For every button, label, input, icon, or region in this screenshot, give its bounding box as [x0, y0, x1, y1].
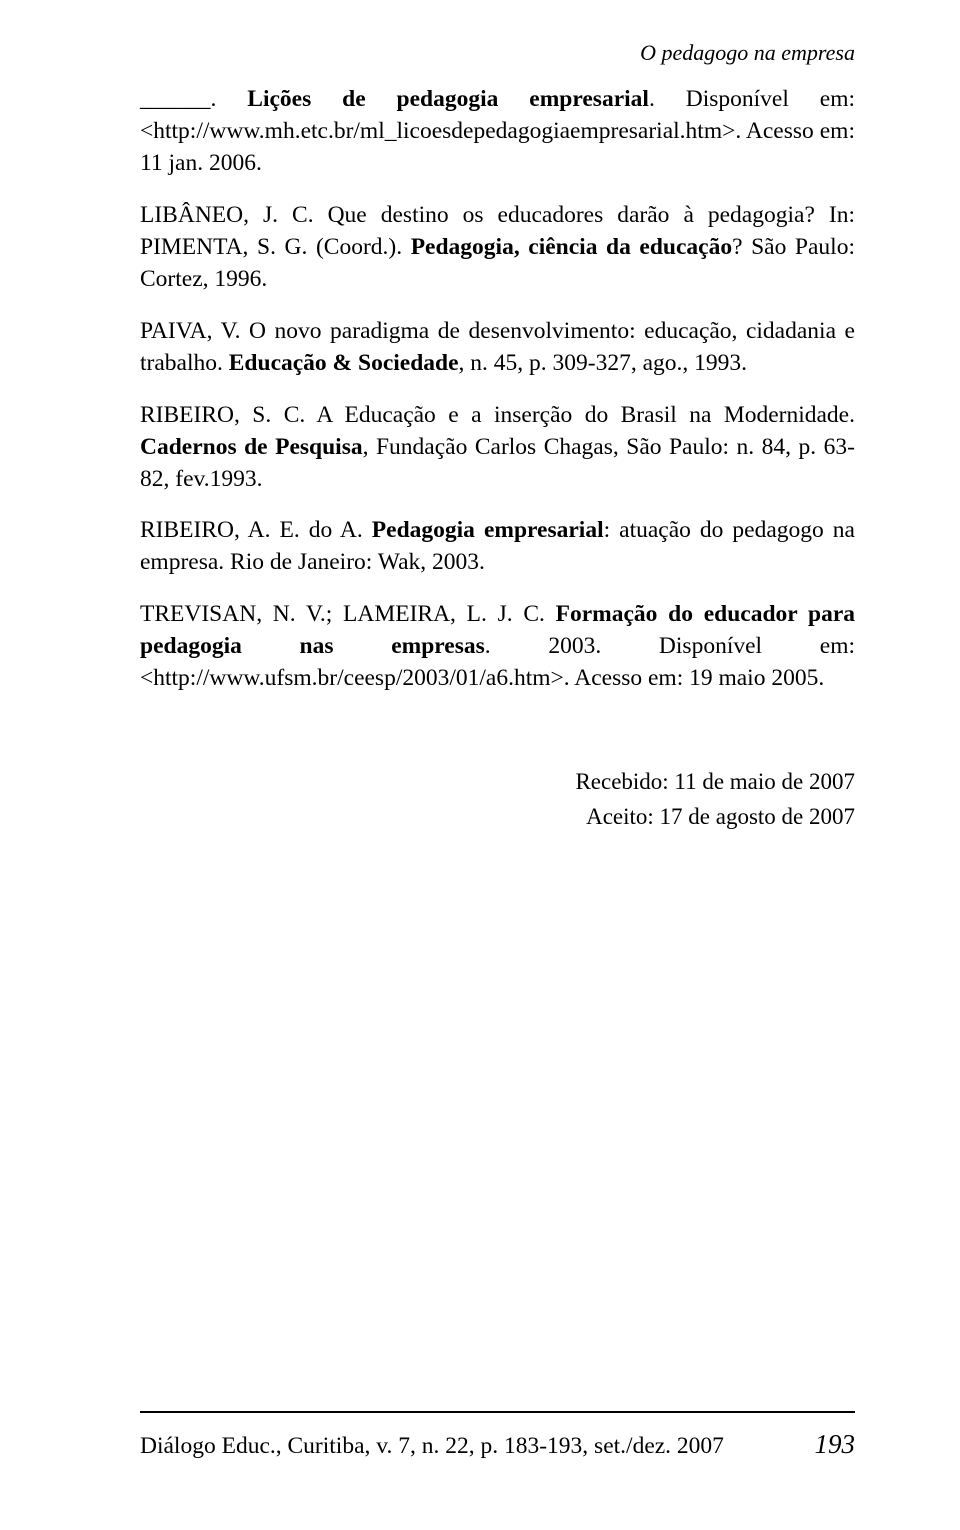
reference-title: Pedagogia empresarial	[372, 517, 604, 543]
reference-text: ______.	[140, 86, 247, 112]
reference-entry: TREVISAN, N. V.; LAMEIRA, L. J. C. Forma…	[140, 599, 855, 695]
reference-title: Lições de pedagogia empresarial	[247, 86, 649, 112]
footer-citation: Diálogo Educ., Curitiba, v. 7, n. 22, p.…	[140, 1433, 724, 1460]
reference-text: , n. 45, p. 309-327, ago., 1993.	[459, 350, 748, 376]
running-head: O pedagogo na empresa	[140, 40, 855, 66]
reference-entry: LIBÂNEO, J. C. Que destino os educadores…	[140, 200, 855, 296]
reference-entry: RIBEIRO, S. C. A Educação e a inserção d…	[140, 400, 855, 496]
reference-title: Educação & Sociedade	[229, 350, 459, 376]
reference-text: RIBEIRO, A. E. do A.	[140, 517, 372, 543]
reference-text: TREVISAN, N. V.; LAMEIRA, L. J. C.	[140, 601, 556, 627]
reference-title: Pedagogia, ciência da educação	[411, 234, 732, 260]
reference-entry: PAIVA, V. O novo paradigma de desenvolvi…	[140, 316, 855, 380]
received-dates: Recebido: 11 de maio de 2007 Aceito: 17 …	[140, 765, 855, 834]
received-line: Recebido: 11 de maio de 2007	[140, 765, 855, 800]
footer: Diálogo Educ., Curitiba, v. 7, n. 22, p.…	[140, 1411, 855, 1460]
reference-text: RIBEIRO, S. C. A Educação e a inserção d…	[140, 402, 855, 428]
reference-entry: ______. Lições de pedagogia empresarial.…	[140, 84, 855, 180]
reference-entry: RIBEIRO, A. E. do A. Pedagogia empresari…	[140, 515, 855, 579]
references-list: ______. Lições de pedagogia empresarial.…	[140, 84, 855, 695]
footer-rule	[140, 1411, 855, 1413]
reference-title: Cadernos de Pesquisa	[140, 434, 363, 460]
accepted-line: Aceito: 17 de agosto de 2007	[140, 800, 855, 835]
page-number: 193	[815, 1429, 856, 1460]
